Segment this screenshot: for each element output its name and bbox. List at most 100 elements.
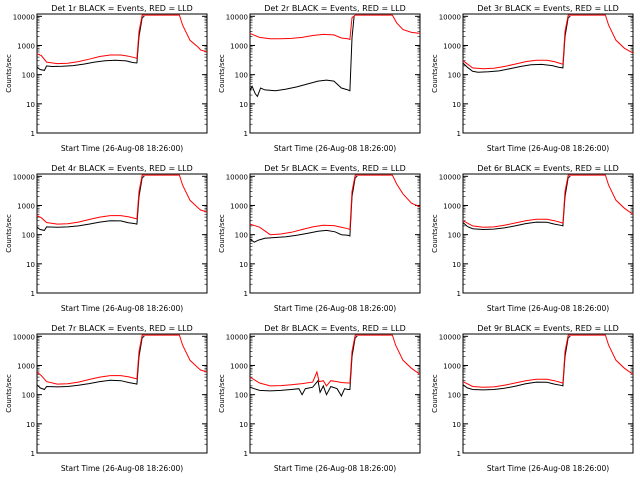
plot-frame xyxy=(462,173,634,294)
y-tick-label: 1 xyxy=(31,130,35,138)
events-series-line xyxy=(250,335,358,398)
y-tick-label: 100 xyxy=(448,392,461,400)
y-tick-label: 10000 xyxy=(13,13,35,21)
events-series-line xyxy=(37,335,145,391)
y-tick-label: 100 xyxy=(448,72,461,80)
y-tick-label: 10000 xyxy=(226,333,248,341)
x-axis-label: Start Time (26-Aug-08 18:26:00) xyxy=(61,304,183,313)
plot-title: Det 6r BLACK = Events, RED = LLD xyxy=(477,164,619,173)
plot-title: Det 3r BLACK = Events, RED = LLD xyxy=(477,4,619,13)
lld-series-line xyxy=(37,14,207,65)
y-axis-label: Counts/sec xyxy=(431,54,439,93)
plot-frame xyxy=(36,13,208,134)
y-tick-label: 10 xyxy=(452,421,461,429)
y-axis-label: Counts/sec xyxy=(5,54,13,93)
y-axis-label: Counts/sec xyxy=(5,374,13,413)
lld-series-line xyxy=(250,14,420,41)
lld-series-line xyxy=(37,174,207,225)
events-series-line xyxy=(37,175,145,231)
events-series-line xyxy=(250,16,355,98)
y-tick-label: 1 xyxy=(457,130,461,138)
y-tick-label: 10 xyxy=(452,101,461,109)
lld-series-line xyxy=(37,334,207,385)
y-axis-label: Counts/sec xyxy=(431,374,439,413)
y-tick-label: 1 xyxy=(31,290,35,298)
plot-frame xyxy=(462,13,634,134)
x-axis-label: Start Time (26-Aug-08 18:26:00) xyxy=(274,304,396,313)
lld-series-line xyxy=(463,334,633,388)
y-tick-label: 10000 xyxy=(439,173,461,181)
plot-title: Det 5r BLACK = Events, RED = LLD xyxy=(264,164,406,173)
y-tick-label: 10 xyxy=(239,101,248,109)
detector-plot: Det 1r BLACK = Events, RED = LLD 1 10 100 10… xyxy=(5,4,208,153)
y-tick-label: 100 xyxy=(235,232,248,240)
plot-title: Det 1r BLACK = Events, RED = LLD xyxy=(51,4,193,13)
plot-frame xyxy=(36,173,208,294)
y-tick-label: 10 xyxy=(26,261,35,269)
y-tick-label: 10 xyxy=(452,261,461,269)
lld-series-line xyxy=(250,174,420,236)
y-tick-label: 10000 xyxy=(226,173,248,181)
y-tick-label: 100 xyxy=(448,232,461,240)
y-tick-label: 1000 xyxy=(17,42,35,50)
x-axis-label: Start Time (26-Aug-08 18:26:00) xyxy=(487,144,609,153)
detector-plot: Det 3r BLACK = Events, RED = LLD 1 10 100 10… xyxy=(431,4,634,153)
x-axis-label: Start Time (26-Aug-08 18:26:00) xyxy=(487,304,609,313)
y-tick-label: 10 xyxy=(239,421,248,429)
events-series-line xyxy=(463,175,571,231)
y-tick-label: 1 xyxy=(31,450,35,458)
plot-frame xyxy=(36,333,208,454)
y-tick-label: 1000 xyxy=(230,202,248,210)
y-tick-label: 1000 xyxy=(443,202,461,210)
y-tick-label: 10000 xyxy=(226,13,248,21)
plot-frame xyxy=(249,333,421,454)
y-tick-label: 100 xyxy=(235,392,248,400)
y-tick-label: 100 xyxy=(22,232,35,240)
events-series-line xyxy=(37,15,145,71)
y-axis-label: Counts/sec xyxy=(5,214,13,253)
plot-title: Det 7r BLACK = Events, RED = LLD xyxy=(51,324,193,333)
plot-frame xyxy=(462,333,634,454)
y-tick-label: 1000 xyxy=(230,42,248,50)
y-tick-label: 10 xyxy=(26,101,35,109)
plot-title: Det 2r BLACK = Events, RED = LLD xyxy=(264,4,406,13)
y-tick-label: 10000 xyxy=(13,173,35,181)
detector-plot: Det 4r BLACK = Events, RED = LLD 1 10 100 10… xyxy=(5,164,208,313)
y-tick-label: 1 xyxy=(244,450,248,458)
y-tick-label: 100 xyxy=(22,72,35,80)
x-axis-label: Start Time (26-Aug-08 18:26:00) xyxy=(61,464,183,473)
x-axis-label: Start Time (26-Aug-08 18:26:00) xyxy=(487,464,609,473)
y-tick-label: 1000 xyxy=(230,362,248,370)
plot-title: Det 8r BLACK = Events, RED = LLD xyxy=(264,324,406,333)
y-axis-label: Counts/sec xyxy=(431,214,439,253)
detector-plot: Det 7r BLACK = Events, RED = LLD 1 10 100 10… xyxy=(5,324,208,473)
y-tick-label: 1000 xyxy=(443,362,461,370)
lld-series-line xyxy=(250,334,420,387)
x-axis-label: Start Time (26-Aug-08 18:26:00) xyxy=(274,464,396,473)
detector-plot: Det 9r BLACK = Events, RED = LLD 1 10 100 10… xyxy=(431,324,634,473)
y-tick-label: 1 xyxy=(244,130,248,138)
y-tick-label: 1 xyxy=(457,290,461,298)
lld-series-line xyxy=(463,174,633,228)
y-tick-label: 10 xyxy=(239,261,248,269)
y-tick-label: 100 xyxy=(22,392,35,400)
y-tick-label: 1000 xyxy=(17,362,35,370)
y-tick-label: 10000 xyxy=(13,333,35,341)
y-axis-label: Counts/sec xyxy=(218,54,226,93)
x-axis-label: Start Time (26-Aug-08 18:26:00) xyxy=(274,144,396,153)
detector-plot: Det 2r BLACK = Events, RED = LLD 1 10 100 10… xyxy=(218,4,421,153)
y-tick-label: 1000 xyxy=(443,42,461,50)
y-tick-label: 10000 xyxy=(439,13,461,21)
plot-frame xyxy=(249,13,421,134)
y-tick-label: 10000 xyxy=(439,333,461,341)
events-series-line xyxy=(463,335,571,391)
y-tick-label: 100 xyxy=(235,72,248,80)
detector-plot: Det 5r BLACK = Events, RED = LLD 1 10 100 10… xyxy=(218,164,421,313)
plot-title: Det 9r BLACK = Events, RED = LLD xyxy=(477,324,619,333)
y-tick-label: 1 xyxy=(457,450,461,458)
y-axis-label: Counts/sec xyxy=(218,374,226,413)
y-axis-label: Counts/sec xyxy=(218,214,226,253)
detector-plot: Det 6r BLACK = Events, RED = LLD 1 10 100 10… xyxy=(431,164,634,313)
y-tick-label: 10 xyxy=(26,421,35,429)
